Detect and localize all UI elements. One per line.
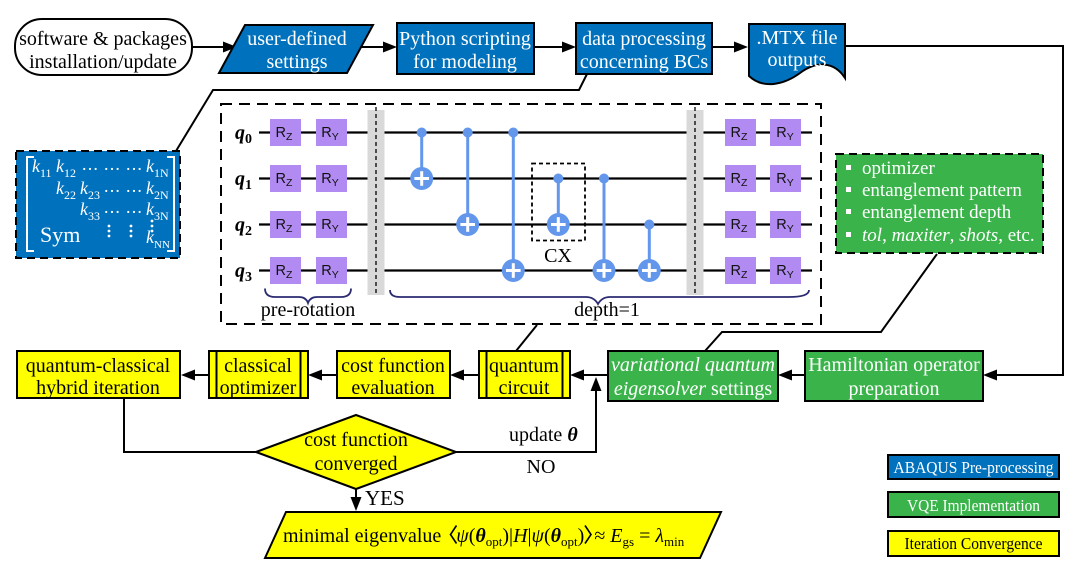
svg-text:classical: classical <box>224 355 292 377</box>
svg-text:circuit: circuit <box>498 377 550 399</box>
svg-text:YES: YES <box>365 486 405 510</box>
svg-text:quantum-classical: quantum-classical <box>26 355 171 377</box>
svg-text:...: ... <box>126 176 143 196</box>
svg-text:Iteration Convergence: Iteration Convergence <box>905 534 1043 553</box>
svg-text:eigensolver settings: eigensolver settings <box>614 378 773 400</box>
svg-text:depth=1: depth=1 <box>574 299 640 321</box>
svg-text:optimizer: optimizer <box>862 158 935 179</box>
svg-text:entanglement depth: entanglement depth <box>862 202 1012 223</box>
svg-text:quantum: quantum <box>489 355 559 377</box>
svg-text:entanglement pattern: entanglement pattern <box>862 180 1022 201</box>
svg-text:...: ... <box>126 154 143 174</box>
svg-text:data processing: data processing <box>582 28 706 50</box>
svg-text:CX: CX <box>544 245 572 267</box>
svg-text:variational quantum: variational quantum <box>611 354 775 376</box>
svg-text:cost function: cost function <box>341 355 445 377</box>
svg-text:preparation: preparation <box>848 378 939 400</box>
svg-text:update θ: update θ <box>509 424 578 446</box>
svg-text:settings: settings <box>266 51 327 73</box>
svg-text:tol, maxiter, shots, etc.: tol, maxiter, shots, etc. <box>862 225 1035 246</box>
svg-text:...: ... <box>82 154 99 174</box>
svg-text:...: ... <box>104 154 121 174</box>
svg-text:evaluation: evaluation <box>351 377 434 399</box>
svg-text:...: ... <box>104 176 121 196</box>
svg-text:concerning BCs: concerning BCs <box>580 51 709 73</box>
svg-text:Python scripting: Python scripting <box>399 28 531 50</box>
svg-text:VQE Implementation: VQE Implementation <box>907 496 1040 515</box>
svg-text:cost function: cost function <box>304 429 408 451</box>
svg-text:for modeling: for modeling <box>413 51 517 73</box>
svg-text:optimizer: optimizer <box>220 377 297 399</box>
svg-text:software & packages: software & packages <box>19 28 187 50</box>
svg-text:...: ... <box>126 197 143 217</box>
svg-text:...: ... <box>104 197 121 217</box>
svg-text:pre-rotation: pre-rotation <box>261 299 355 321</box>
svg-text:installation/update: installation/update <box>29 51 177 73</box>
svg-text:user-defined: user-defined <box>247 28 347 50</box>
svg-text:Hamiltonian operator: Hamiltonian operator <box>808 354 980 376</box>
svg-text:converged: converged <box>315 453 398 475</box>
svg-text:hybrid iteration: hybrid iteration <box>36 377 160 399</box>
svg-text:outputs: outputs <box>768 49 827 71</box>
svg-text:minimal eigenvalue ψ(θopt)|H: minimal eigenvalue ψ(θopt)|H|ψ(θopt) ≈ E… <box>283 525 685 549</box>
svg-text:ABAQUS Pre-processing: ABAQUS Pre-processing <box>894 458 1054 477</box>
svg-text:Sym: Sym <box>40 222 80 247</box>
svg-text:NO: NO <box>527 456 556 478</box>
svg-text:.MTX file: .MTX file <box>756 27 837 49</box>
